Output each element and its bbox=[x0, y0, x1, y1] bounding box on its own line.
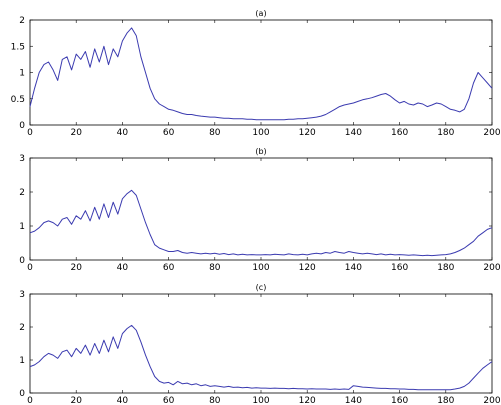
y-tick-label: 1 bbox=[19, 356, 25, 366]
x-tick-label: 40 bbox=[117, 128, 129, 138]
x-tick-label: 60 bbox=[163, 263, 175, 273]
y-tick-label: 1 bbox=[19, 222, 25, 232]
x-tick-label: 100 bbox=[252, 128, 269, 138]
series-line bbox=[29, 189, 493, 257]
x-tick-label: 100 bbox=[252, 263, 269, 273]
series-line bbox=[29, 324, 493, 391]
plot-frame bbox=[29, 293, 493, 394]
y-tick-label: 1.5 bbox=[11, 42, 25, 52]
panel-c: (c) 0 20 40 60 80 100 120 140 160 180 200 0 1 2 3 bbox=[19, 283, 501, 405]
plot-frame bbox=[29, 19, 493, 126]
x-tick-label: 100 bbox=[252, 396, 269, 405]
x-tick-label: 160 bbox=[391, 128, 408, 138]
x-tick-label: 80 bbox=[209, 128, 221, 138]
panel-title: (a) bbox=[255, 9, 266, 18]
x-tick-label: 180 bbox=[437, 396, 454, 405]
panel-b: (b) 0 20 40 60 80 100 120 140 160 180 200 0 1 2 3 bbox=[19, 147, 501, 273]
x-tick-label: 60 bbox=[163, 128, 175, 138]
x-tick-label: 160 bbox=[391, 263, 408, 273]
x-tick-label: 40 bbox=[117, 263, 129, 273]
panel-title: (c) bbox=[256, 283, 267, 292]
y-tick-label: 3 bbox=[19, 290, 25, 300]
x-tick-label: 140 bbox=[345, 396, 362, 405]
x-tick-label: 200 bbox=[483, 396, 500, 405]
x-tick-label: 140 bbox=[345, 263, 362, 273]
y-tick-label: 0 bbox=[19, 389, 25, 399]
y-tick-label: 0 bbox=[19, 121, 25, 131]
y-tick-label: 0.5 bbox=[11, 95, 25, 105]
x-tick-label: 120 bbox=[299, 396, 316, 405]
x-tick-label: 200 bbox=[483, 263, 500, 273]
x-tick-label: 20 bbox=[70, 396, 82, 405]
x-tick-label: 80 bbox=[209, 396, 221, 405]
y-tick-label: 2 bbox=[19, 323, 25, 333]
x-tick-label: 0 bbox=[27, 128, 33, 138]
x-tick-label: 180 bbox=[437, 128, 454, 138]
x-tick-label: 180 bbox=[437, 263, 454, 273]
y-tick-label: 0 bbox=[19, 256, 25, 266]
x-tick-label: 120 bbox=[299, 128, 316, 138]
panel-title: (b) bbox=[255, 147, 266, 156]
panel-a: (a) 0 20 40 60 80 100 120 140 160 180 200 0 0.5 1 1.5 2 bbox=[11, 9, 501, 138]
series-line bbox=[29, 27, 493, 121]
plot-frame bbox=[29, 157, 493, 261]
x-tick-label: 20 bbox=[70, 263, 82, 273]
y-tick-label: 1 bbox=[19, 69, 25, 79]
y-tick-label: 3 bbox=[19, 154, 25, 164]
x-tick-label: 80 bbox=[209, 263, 221, 273]
y-tick-label: 2 bbox=[19, 188, 25, 198]
x-tick-label: 0 bbox=[27, 263, 33, 273]
y-tick-label: 2 bbox=[19, 16, 25, 26]
x-tick-label: 40 bbox=[117, 396, 129, 405]
x-tick-label: 60 bbox=[163, 396, 175, 405]
x-tick-label: 20 bbox=[70, 128, 82, 138]
x-tick-label: 120 bbox=[299, 263, 316, 273]
x-tick-label: 140 bbox=[345, 128, 362, 138]
x-tick-label: 200 bbox=[483, 128, 500, 138]
x-tick-label: 160 bbox=[391, 396, 408, 405]
x-tick-label: 0 bbox=[27, 396, 33, 405]
